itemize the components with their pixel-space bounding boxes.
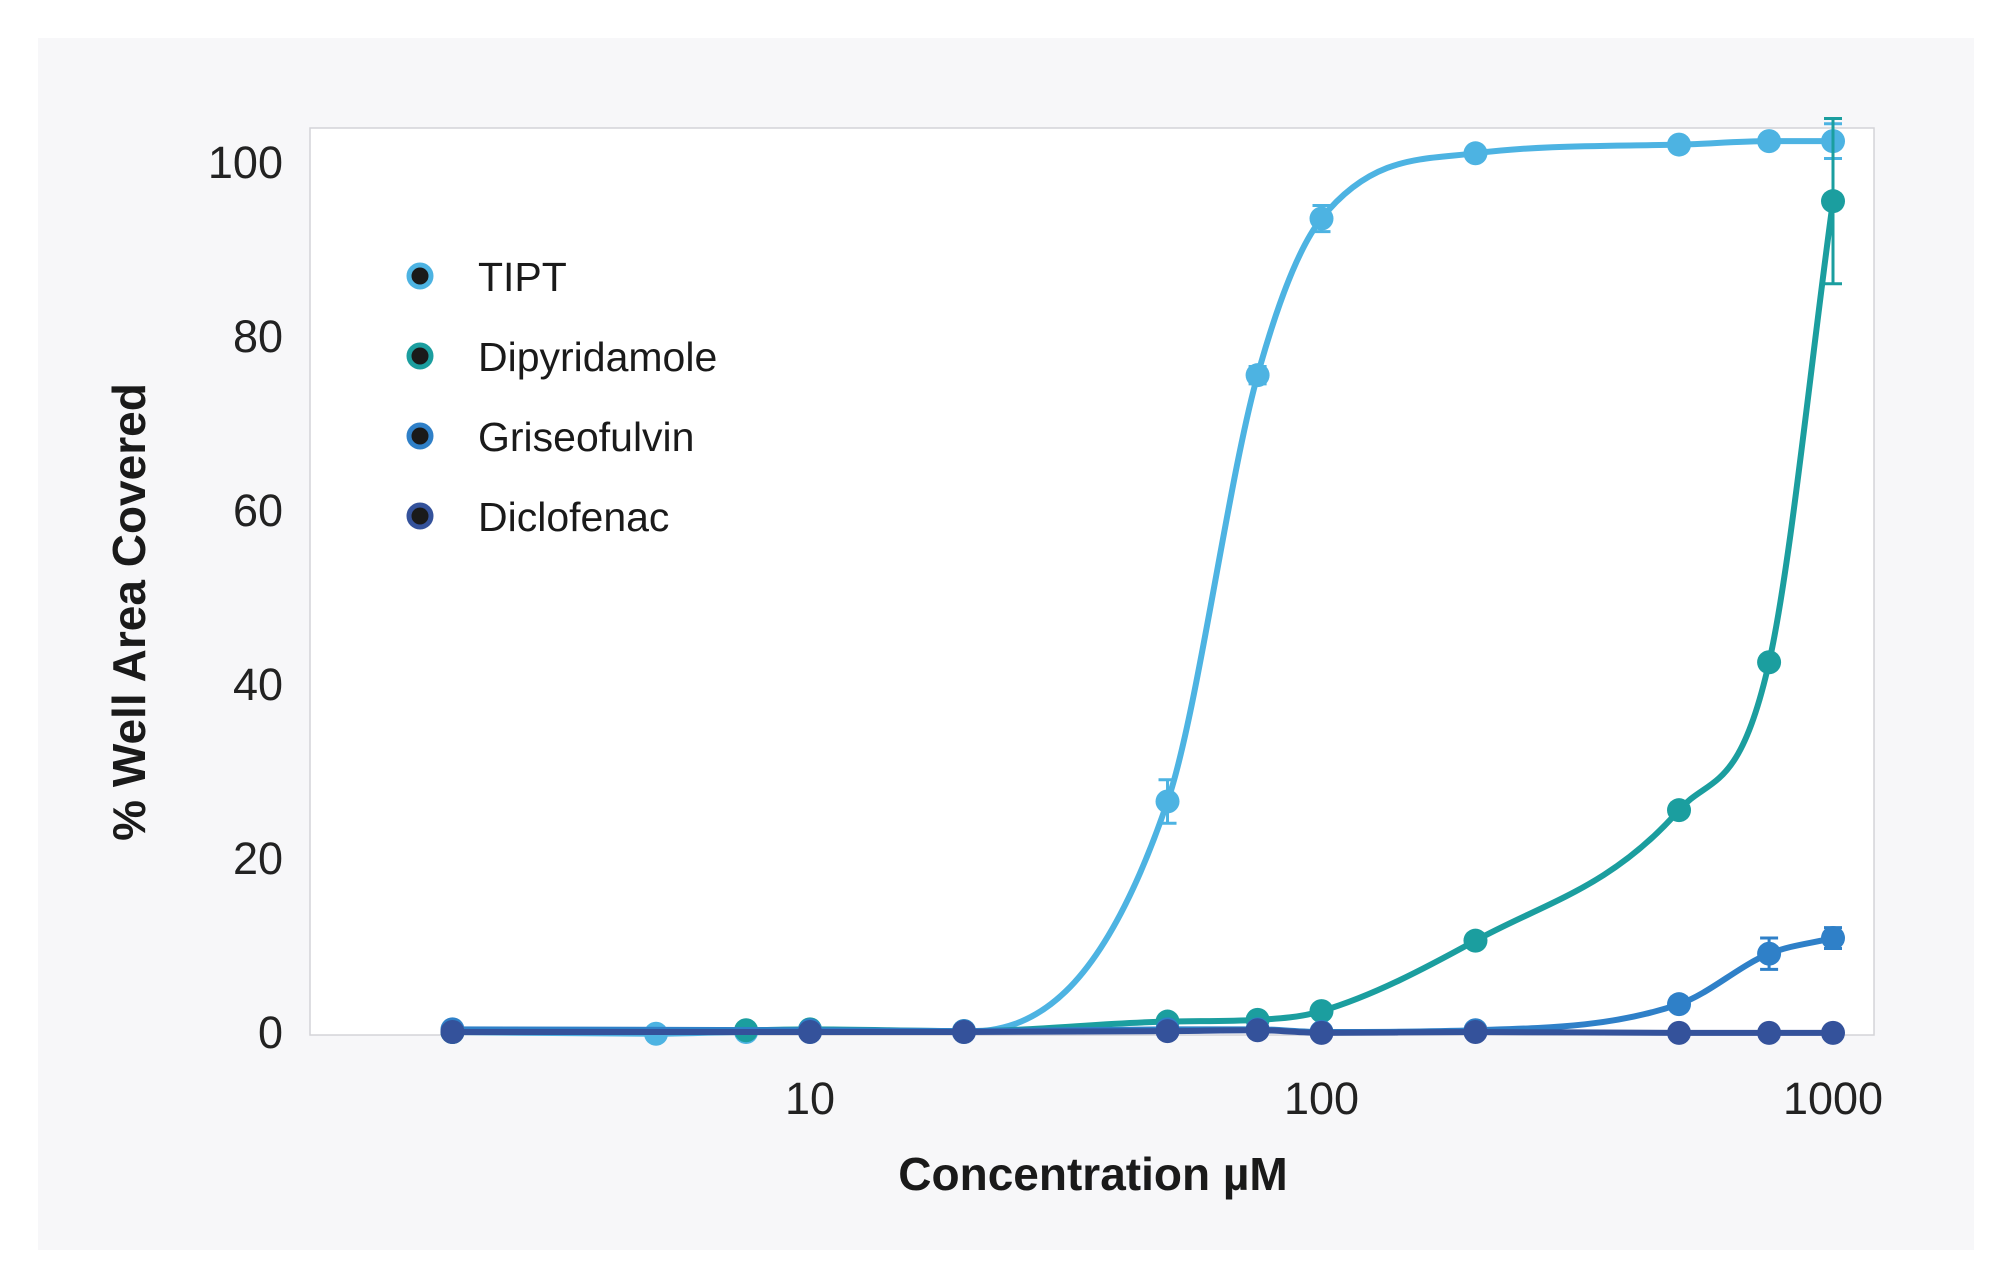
x-tick-label: 100 xyxy=(1284,1073,1359,1124)
data-point xyxy=(1155,789,1180,814)
data-point xyxy=(1667,798,1692,823)
data-point xyxy=(1757,650,1782,675)
series-diclofenac xyxy=(440,1018,1845,1045)
legend-item-dipyridamole: Dipyridamole xyxy=(406,334,717,380)
legend-item-griseofulvin: Griseofulvin xyxy=(406,414,694,460)
data-point xyxy=(1245,363,1270,388)
data-point xyxy=(951,1020,976,1044)
data-point xyxy=(1463,928,1488,953)
data-point xyxy=(1757,941,1782,966)
data-point xyxy=(1309,206,1334,231)
legend-label: Griseofulvin xyxy=(478,414,694,460)
data-point xyxy=(1821,926,1845,951)
y-tick-label: 40 xyxy=(233,659,283,710)
legend-label: Dipyridamole xyxy=(478,334,717,380)
legend-marker xyxy=(406,422,434,450)
legend-marker xyxy=(406,502,434,530)
data-point xyxy=(1463,1020,1488,1044)
y-axis-label: % Well Area Covered xyxy=(103,383,155,841)
data-point xyxy=(1821,1020,1845,1045)
series-line-diclofenac xyxy=(449,1027,1836,1036)
plot-area xyxy=(309,127,1875,1036)
legend-item-tipt: TIPT xyxy=(406,254,567,300)
data-point xyxy=(1821,189,1845,214)
x-axis-label: Concentration µM xyxy=(898,1148,1287,1200)
data-point xyxy=(1155,1019,1180,1044)
data-point xyxy=(1757,129,1782,154)
data-point xyxy=(1667,132,1692,157)
data-point xyxy=(1667,992,1692,1017)
legend-label: Diclofenac xyxy=(478,494,669,540)
x-tick-label: 1000 xyxy=(1783,1073,1883,1124)
y-tick-label: 80 xyxy=(233,311,283,362)
data-point xyxy=(1309,999,1334,1024)
legend-marker xyxy=(406,262,434,290)
data-point xyxy=(440,1020,465,1044)
y-tick-label: 60 xyxy=(233,485,283,536)
y-tick-label: 20 xyxy=(233,833,283,884)
legend-marker xyxy=(406,342,434,370)
data-point xyxy=(1667,1020,1692,1045)
data-point xyxy=(1757,1020,1782,1045)
data-point xyxy=(1245,1018,1270,1043)
y-tick-label: 0 xyxy=(258,1007,283,1058)
legend-label: TIPT xyxy=(478,254,567,300)
legend-item-diclofenac: Diclofenac xyxy=(406,494,669,540)
data-point xyxy=(798,1020,822,1044)
data-point xyxy=(1309,1020,1334,1045)
data-point xyxy=(1463,141,1488,166)
y-tick-label: 100 xyxy=(208,137,283,188)
x-tick-label: 10 xyxy=(785,1073,835,1124)
